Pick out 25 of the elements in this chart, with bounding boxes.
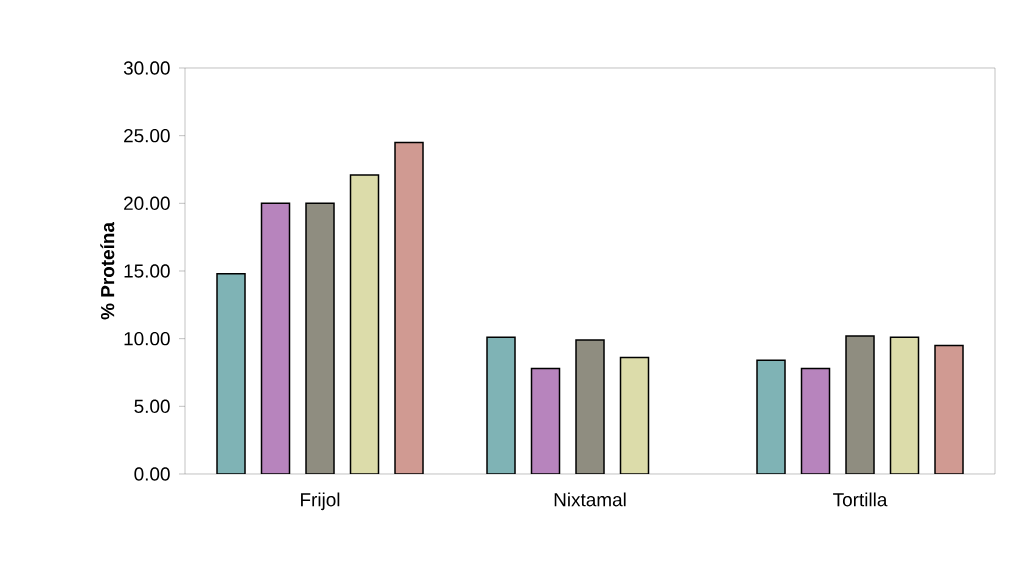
bar — [845, 335, 875, 474]
bar — [216, 272, 246, 474]
bar — [305, 202, 335, 474]
y-tick-label: 30.00 — [123, 61, 170, 75]
y-tick-label: 5.00 — [134, 399, 170, 414]
bar — [260, 202, 291, 474]
y-tick-label: 10.00 — [124, 331, 170, 346]
bar — [486, 336, 516, 474]
y-tick-label: 0.00 — [134, 467, 170, 481]
bar — [530, 367, 561, 474]
bar — [756, 359, 786, 474]
x-tick-label: Frijol — [301, 492, 340, 511]
bar — [934, 344, 964, 474]
bar — [800, 367, 831, 474]
x-tick-label: Nixtamal — [554, 492, 626, 507]
bar — [889, 336, 920, 474]
bar — [575, 339, 605, 474]
y-tick-label: 20.00 — [124, 196, 170, 211]
bar — [349, 174, 380, 474]
y-tick-label: 15.00 — [124, 264, 170, 278]
x-tick-label: Tortilla — [833, 492, 888, 507]
y-tick-label: 25.00 — [124, 128, 170, 143]
bar — [394, 141, 424, 474]
y-axis-title: % Proteína — [100, 221, 115, 320]
bar — [619, 356, 650, 474]
